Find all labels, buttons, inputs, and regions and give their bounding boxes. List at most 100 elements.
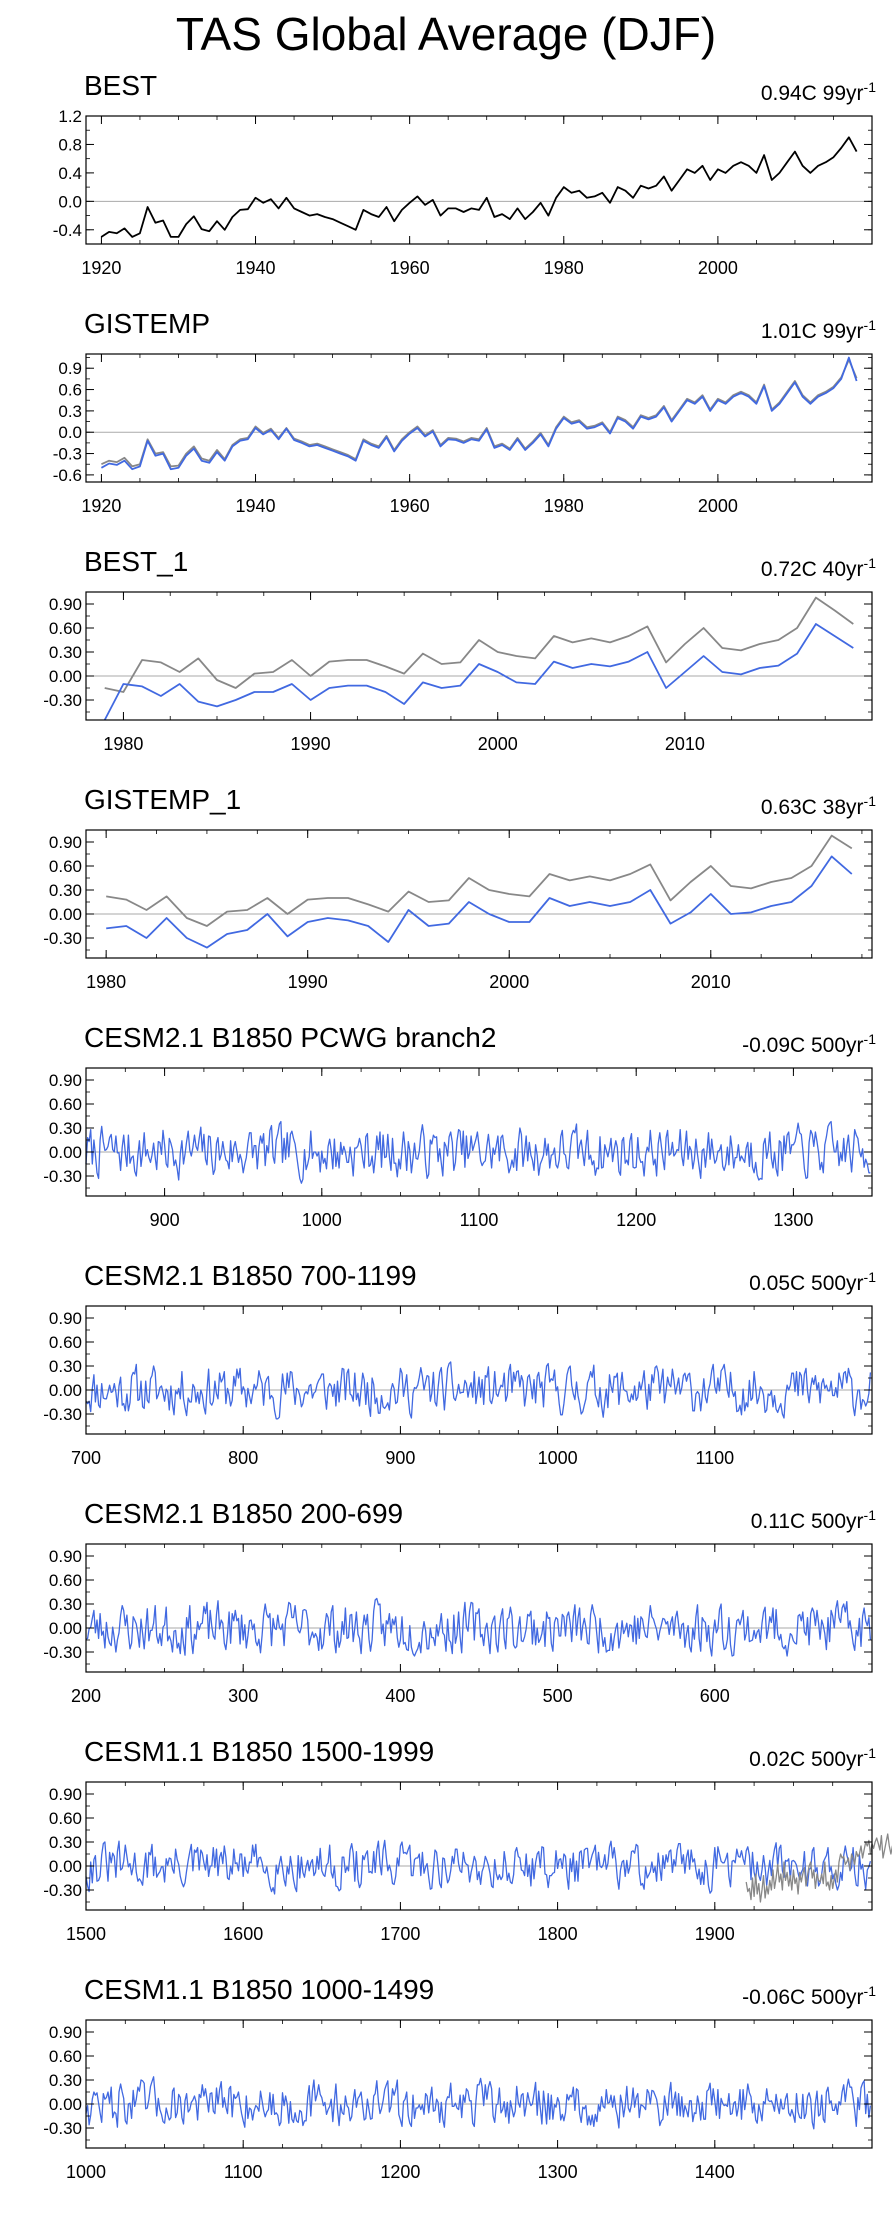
y-tick-label: 0.60 (49, 1571, 82, 1590)
y-tick-label: 0.30 (49, 1357, 82, 1376)
trend-exponent: -1 (863, 79, 876, 95)
plot-frame (85, 591, 873, 721)
trend-label: 0.63C 38yr-1 (761, 788, 876, 821)
y-tick-label: 0.3 (58, 402, 82, 421)
y-tick-label: 0.00 (49, 667, 82, 686)
x-tick-label: 1300 (538, 2162, 578, 2182)
x-tick-label: 1980 (86, 972, 126, 992)
line-chart: 200 300 400 500 600 -0.30 0.00 0.30 0.60 0.90 (43, 1543, 873, 1706)
y-tick-label: -0.30 (43, 1881, 82, 1900)
y-tick-label: 0.8 (58, 135, 82, 154)
x-tick-label: 1100 (460, 1210, 499, 1230)
trend-value: 0.02C 500yr (749, 1748, 864, 1771)
panel-title: BEST_1 (84, 546, 189, 577)
x-tick-label: 2000 (489, 972, 529, 992)
trend-label: -0.06C 500yr-1 (742, 1978, 876, 2011)
x-tick-label: 1960 (390, 258, 430, 278)
plot-frame (85, 1305, 873, 1435)
trend-label: 0.05C 500yr-1 (749, 1264, 876, 1297)
x-tick-label: 1800 (538, 1924, 578, 1944)
y-tick-label: 0.90 (49, 1309, 82, 1328)
panel-title: CESM2.1 B1850 700-1199 (84, 1260, 417, 1291)
line-chart: 1920 1940 1960 1980 2000 -0.4 0.0 0.4 0.8 1.2 (53, 107, 873, 278)
series-line (103, 623, 854, 721)
series-line (106, 834, 853, 927)
series-line (104, 596, 854, 693)
x-tick-label: 1500 (66, 1924, 106, 1944)
trend-exponent: -1 (863, 1745, 876, 1761)
x-tick-label: 1100 (695, 1448, 734, 1468)
y-tick-label: 0.90 (49, 1785, 82, 1804)
x-tick-label: 2000 (698, 496, 738, 516)
y-tick-label: 0.00 (49, 1381, 82, 1400)
trend-value: -0.09C 500yr (742, 1034, 864, 1057)
y-tick-label: 0.30 (49, 881, 82, 900)
line-chart: 900 1000 1100 1200 1300 -0.30 0.00 0.30 0.60 0.90 (43, 1067, 873, 1230)
trend-exponent: -1 (863, 1507, 876, 1523)
y-tick-label: -0.30 (43, 691, 82, 710)
x-tick-label: 1980 (544, 496, 584, 516)
y-tick-label: -0.30 (43, 1167, 82, 1186)
x-tick-label: 700 (71, 1448, 101, 1468)
y-tick-label: 0.9 (58, 359, 82, 378)
panel-title: GISTEMP (84, 308, 211, 339)
series-line (85, 1839, 872, 1895)
x-tick-label: 1940 (236, 496, 276, 516)
trend-value: 1.01C 99yr (760, 320, 864, 343)
y-tick-label: 0.30 (49, 2071, 82, 2090)
x-tick-label: 1990 (291, 734, 331, 754)
line-chart: 1500 1600 1700 1800 1900 -0.30 0.00 0.30 0.60 0.9… (43, 1781, 892, 1944)
trend-exponent: -1 (863, 1269, 876, 1285)
y-tick-label: -0.6 (53, 466, 82, 485)
plot-frame (85, 115, 873, 245)
panel-title: GISTEMP_1 (84, 784, 242, 815)
y-tick-label: 0.90 (49, 2023, 82, 2042)
x-tick-label: 1200 (380, 2162, 420, 2182)
y-tick-label: 0.00 (49, 2095, 82, 2114)
y-tick-label: 0.30 (49, 643, 82, 662)
x-tick-label: 1100 (224, 2162, 263, 2182)
x-tick-label: 1900 (695, 1924, 735, 1944)
y-tick-label: -0.3 (53, 445, 82, 464)
trend-value: -0.06C 500yr (742, 1986, 864, 2009)
y-tick-label: 0.30 (49, 1119, 82, 1138)
x-tick-label: 600 (700, 1686, 730, 1706)
trend-exponent: -1 (863, 1031, 876, 1047)
panel-title: BEST (84, 70, 158, 101)
y-tick-label: -0.30 (43, 1643, 82, 1662)
y-tick-label: 0.00 (49, 1857, 82, 1876)
x-tick-label: 900 (385, 1448, 415, 1468)
y-tick-label: 0.00 (49, 905, 82, 924)
series-line (100, 136, 858, 238)
x-tick-label: 2000 (478, 734, 518, 754)
line-chart: 1000 1100 1200 1300 1400 -0.30 0.00 0.30 0.60 0.9… (43, 2019, 873, 2182)
y-tick-label: 0.6 (58, 381, 82, 400)
x-tick-label: 1300 (773, 1210, 813, 1230)
trend-label: 0.02C 500yr-1 (749, 1740, 876, 1773)
trend-label: 0.11C 500yr-1 (751, 1502, 876, 1535)
trend-exponent: -1 (863, 793, 876, 809)
x-tick-label: 900 (150, 1210, 180, 1230)
panel-title: CESM1.1 B1850 1000-1499 (84, 1974, 435, 2005)
y-tick-label: 0.30 (49, 1833, 82, 1852)
page-title: TAS Global Average (DJF) (175, 8, 717, 60)
y-tick-label: 0.60 (49, 619, 82, 638)
x-tick-label: 1700 (380, 1924, 420, 1944)
x-tick-label: 1920 (81, 496, 121, 516)
x-tick-label: 1400 (695, 2162, 735, 2182)
series-line (745, 1833, 892, 1903)
y-tick-label: 0.60 (49, 1809, 82, 1828)
x-tick-label: 200 (71, 1686, 101, 1706)
line-chart: 1920 1940 1960 1980 2000 -0.6 -0.3 0.0 0.3 0.6 0.9 (53, 353, 873, 516)
y-tick-label: 0.60 (49, 1095, 82, 1114)
x-tick-label: 300 (228, 1686, 258, 1706)
x-tick-label: 500 (543, 1686, 573, 1706)
x-tick-label: 2000 (698, 258, 738, 278)
series-line (85, 2076, 872, 2130)
plot-frame (85, 1067, 873, 1197)
x-tick-label: 400 (385, 1686, 415, 1706)
y-tick-label: 0.90 (49, 1547, 82, 1566)
trend-value: 0.72C 40yr (760, 558, 864, 581)
y-tick-label: 0.30 (49, 1595, 82, 1614)
y-tick-label: 0.0 (58, 192, 82, 211)
